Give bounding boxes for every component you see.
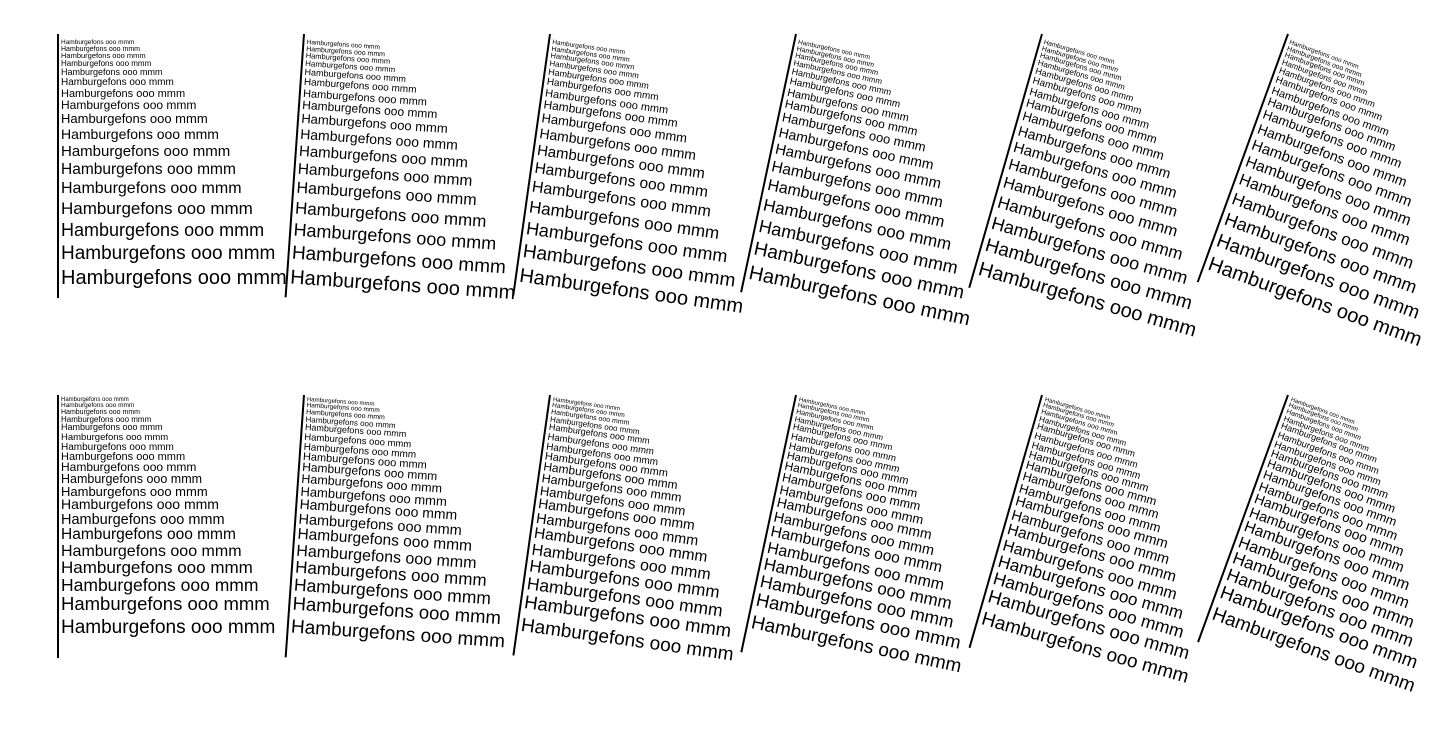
panel-left-rule [968,394,1043,649]
sample-line: Hamburgefons ooo mmm [61,402,134,409]
sample-line: Hamburgefons ooo mmm [61,111,208,126]
sample-line: Hamburgefons ooo mmm [61,432,168,443]
sample-line: Hamburgefons ooo mmm [61,496,219,512]
sample-line: Hamburgefons ooo mmm [61,126,219,142]
sample-line: Hamburgefons ooo mmm [61,180,242,197]
sample-line: Hamburgefons ooo mmm [61,593,270,614]
sample-line: Hamburgefons ooo mmm [307,397,375,408]
panel-left-rule [968,33,1043,289]
sample-line: Hamburgefons ooo mmm [61,526,236,543]
sample-line: Hamburgefons ooo mmm [61,51,146,60]
sample-line: Hamburgefons ooo mmm [61,143,230,160]
panel-left-rule [1197,394,1289,643]
sample-line: Hamburgefons ooo mmm [61,67,163,77]
sample-line: Hamburgefons ooo mmm [61,472,202,486]
sample-line: Hamburgefons ooo mmm [61,409,140,416]
panel-left-rule [512,394,551,656]
sample-line: Hamburgefons ooo mmm [61,617,275,638]
sample-line: Hamburgefons ooo mmm [61,451,185,463]
sample-line: Hamburgefons ooo mmm [61,267,287,289]
sample-line: Hamburgefons ooo mmm [61,39,134,46]
sample-line: Hamburgefons ooo mmm [61,543,242,560]
panel-left-rule [284,394,305,658]
sample-line: Hamburgefons ooo mmm [61,422,163,432]
sample-line: Hamburgefons ooo mmm [61,558,253,577]
sample-line: Hamburgefons ooo mmm [61,199,253,218]
sample-line: Hamburgefons ooo mmm [61,88,185,100]
panel-left-rule [512,33,551,296]
panel-left-rule [284,33,305,298]
panel-left-rule [1196,33,1289,283]
sample-line: Hamburgefons ooo mmm [61,243,275,264]
sample-line: Hamburgefons ooo mmm [61,161,236,178]
sample-line: Hamburgefons ooo mmm [61,397,129,403]
sample-line: Hamburgefons ooo mmm [61,512,225,528]
sample-line: Hamburgefons ooo mmm [61,575,258,595]
sample-line: Hamburgefons ooo mmm [61,59,152,68]
sample-line: Hamburgefons ooo mmm [61,484,208,499]
panel-left-rule [740,394,797,653]
panel-left-rule [740,33,797,293]
sample-line: Hamburgefons ooo mmm [61,46,140,53]
sample-line: Hamburgefons ooo mmm [61,415,152,424]
sample-line: Hamburgefons ooo mmm [61,442,174,453]
sample-line: Hamburgefons ooo mmm [61,98,196,112]
sample-line: Hamburgefons ooo mmm [61,460,196,474]
sample-line: Hamburgefons ooo mmm [61,220,264,240]
sample-line: Hamburgefons ooo mmm [61,77,174,88]
